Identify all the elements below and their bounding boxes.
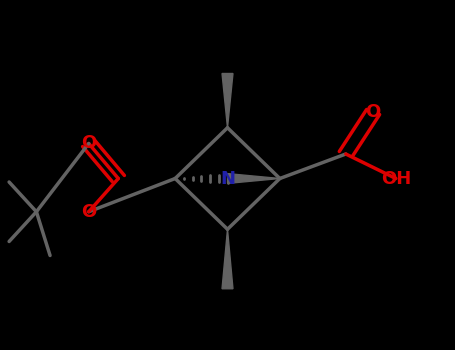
Text: N: N	[220, 169, 235, 188]
Text: OH: OH	[381, 169, 411, 188]
Polygon shape	[222, 229, 233, 289]
Text: O: O	[81, 203, 96, 221]
Polygon shape	[228, 174, 280, 183]
Text: O: O	[81, 134, 96, 153]
Polygon shape	[222, 74, 233, 128]
Text: O: O	[365, 103, 381, 121]
